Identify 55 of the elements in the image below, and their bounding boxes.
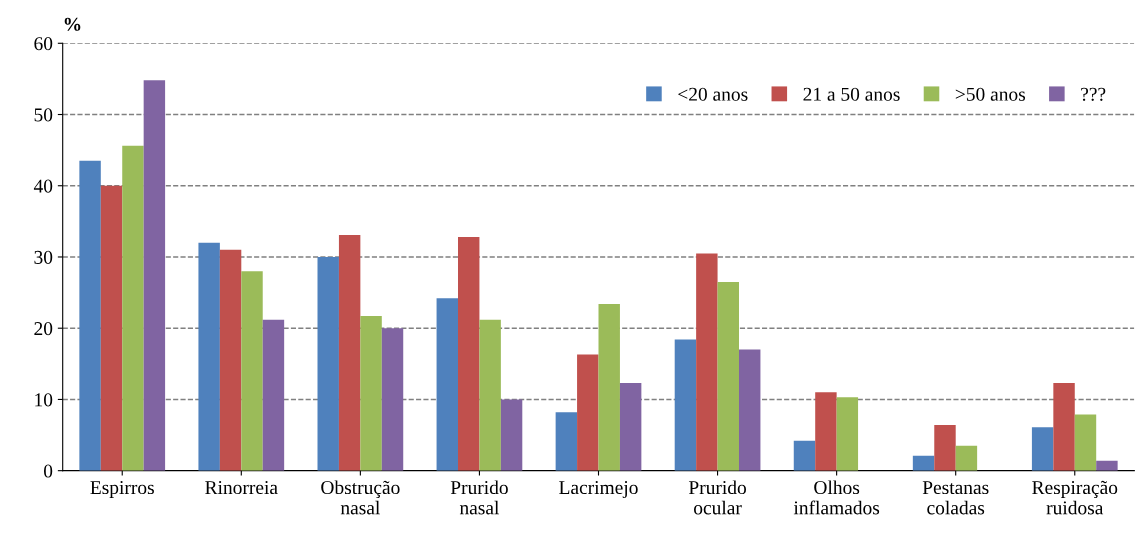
bar <box>479 319 501 471</box>
bar <box>619 383 642 471</box>
bar <box>717 281 739 471</box>
bar <box>241 271 263 471</box>
bar <box>100 185 123 471</box>
bar <box>198 242 220 471</box>
x-tick-label: Prurido nasal <box>450 480 508 515</box>
bar <box>934 425 956 471</box>
bar <box>1096 460 1118 471</box>
legend-label: 21 a 50 anos <box>803 87 900 101</box>
bar <box>1031 427 1054 471</box>
bar <box>79 160 101 471</box>
bar <box>598 303 620 471</box>
bar <box>338 234 361 471</box>
y-tick-label: 30 <box>34 250 53 264</box>
x-tick-label: Olhos inflamados <box>793 480 880 515</box>
y-tick-label: 60 <box>34 37 53 51</box>
bar <box>360 316 382 471</box>
bar <box>122 145 144 471</box>
bar <box>793 440 816 471</box>
bar <box>836 397 859 471</box>
x-tick-label: Rinorreia <box>205 481 278 495</box>
bar <box>555 412 578 471</box>
bar <box>674 339 697 471</box>
bar <box>317 256 339 471</box>
legend-label: <20 anos <box>678 87 748 101</box>
x-tick-label: Espirros <box>90 481 154 499</box>
bar <box>815 392 837 471</box>
x-tick-label: Lacrimejo <box>559 481 638 499</box>
bar <box>577 354 599 471</box>
x-tick-label: Respiração ruidosa <box>1032 480 1118 515</box>
x-tick-label: Pestanas coladas <box>922 481 989 515</box>
bar <box>500 399 523 471</box>
x-tick-label: Prurido ocular <box>688 480 746 515</box>
y-axis-title: % <box>64 17 81 31</box>
bar <box>262 319 285 471</box>
y-tick-label: 0 <box>44 464 53 478</box>
bar <box>1053 383 1075 471</box>
y-tick-label: 50 <box>34 108 53 122</box>
x-tick-label: Obstrução nasal <box>321 480 400 515</box>
bar <box>219 249 242 471</box>
y-tick-label: 20 <box>34 322 53 336</box>
bar <box>1074 414 1097 471</box>
bar <box>955 445 978 471</box>
bar <box>458 237 480 471</box>
y-tick-label: 40 <box>33 179 53 193</box>
legend-label: ??? <box>1081 87 1106 101</box>
bar <box>436 298 458 471</box>
bar <box>696 253 718 471</box>
bar <box>381 328 404 471</box>
bar <box>143 80 166 471</box>
bar <box>739 349 761 471</box>
y-tick-label: 10 <box>35 393 53 407</box>
bar <box>912 455 935 471</box>
legend-label: >50 anos <box>955 87 1026 101</box>
